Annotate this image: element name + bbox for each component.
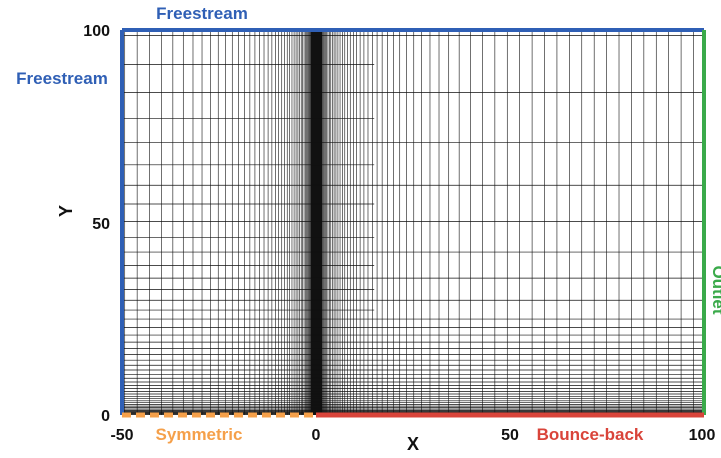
x-tick-neg50: -50 bbox=[110, 427, 133, 444]
freestream-left-label: Freestream bbox=[16, 69, 108, 88]
freestream-top-label: Freestream bbox=[156, 4, 248, 23]
mesh-refinement-band bbox=[311, 30, 323, 415]
bounce-back-label: Bounce-back bbox=[537, 425, 644, 444]
mesh-vertical-lines bbox=[125, 30, 694, 415]
mesh-horizontal-lines bbox=[122, 35, 704, 415]
symmetric-label: Symmetric bbox=[156, 425, 243, 444]
x-tick-50: 50 bbox=[501, 427, 519, 444]
outlet-label: Outlet bbox=[709, 265, 721, 314]
x-axis-label: X bbox=[407, 434, 419, 454]
y-tick-50: 50 bbox=[92, 216, 110, 233]
x-tick-100: 100 bbox=[689, 427, 716, 444]
y-tick-0: 0 bbox=[101, 408, 110, 425]
y-tick-100: 100 bbox=[83, 23, 110, 40]
x-tick-0: 0 bbox=[312, 427, 321, 444]
y-axis-label: Y bbox=[56, 205, 76, 217]
